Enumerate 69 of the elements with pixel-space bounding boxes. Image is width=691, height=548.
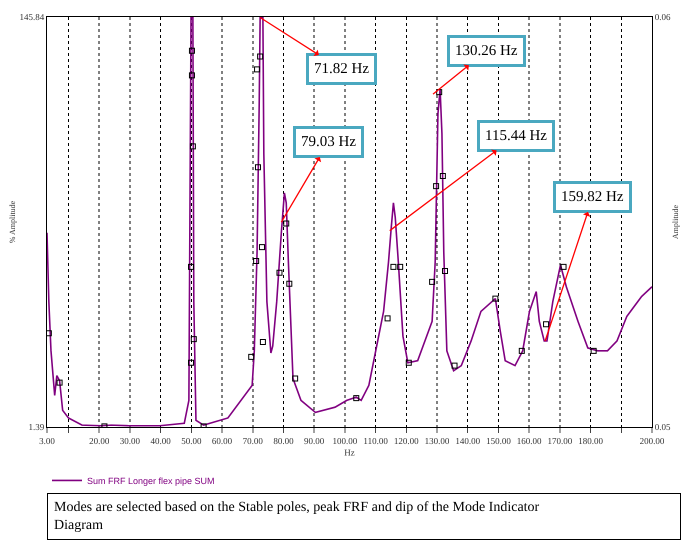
- x-tick-label: 90.00: [304, 436, 325, 446]
- point: [433, 183, 440, 190]
- point: [188, 264, 194, 270]
- annotation: 71.82 Hz: [314, 61, 370, 77]
- point: [254, 164, 261, 170]
- point: [292, 376, 298, 382]
- point: [452, 362, 458, 369]
- x-tick-label: 40.00: [150, 436, 172, 446]
- point: [47, 330, 52, 336]
- x-tick-label: 150.00: [486, 436, 512, 446]
- x-tick-label: 160.00: [516, 436, 542, 446]
- x-tick-label: 110.00: [363, 436, 388, 446]
- y2-tick-label: 0.05: [654, 422, 672, 432]
- point: [190, 143, 196, 150]
- point: [248, 354, 254, 360]
- point: [258, 244, 265, 250]
- point: [543, 321, 550, 328]
- annotation: 130.26 Hz: [455, 43, 518, 59]
- x-tick-label: 60.00: [212, 436, 233, 446]
- y-axis-title: % Amplitude: [8, 200, 18, 244]
- x-tick-label: 180.00: [578, 436, 604, 446]
- y2-axis-title: Amplitude: [671, 204, 680, 240]
- point: [260, 338, 266, 345]
- point: [353, 395, 360, 402]
- point: [560, 264, 567, 270]
- annotation: 159.82 Hz: [561, 189, 624, 205]
- x-tick-label: 50.00: [181, 436, 202, 446]
- point: [276, 270, 282, 276]
- point: [190, 336, 197, 342]
- point: [188, 360, 194, 366]
- point: [188, 48, 195, 54]
- point: [590, 348, 597, 354]
- y-tick-label: 1.39: [28, 422, 45, 432]
- x-tick-label: 80.00: [273, 436, 294, 446]
- annotation: 79.03 Hz: [301, 134, 356, 150]
- legend-label: Sum FRF Longer flex pipe SUM: [87, 476, 215, 486]
- x-axis-title: Hz: [344, 448, 355, 458]
- point: [254, 66, 260, 72]
- point: [440, 172, 446, 179]
- x-tick-label: 120.00: [394, 436, 420, 446]
- point: [436, 89, 442, 96]
- text: Modes are selected based on the Stable poles, peak FRF and dip of the Mode Indicator Diagram: [54, 500, 540, 534]
- point: [406, 360, 412, 366]
- annotation: 115.44 Hz: [485, 128, 548, 144]
- point: [390, 264, 396, 270]
- point: [429, 278, 436, 285]
- point: [384, 315, 391, 322]
- x-tick-label: 200.00: [640, 436, 665, 446]
- x-tick-label: 100.00: [332, 436, 358, 446]
- x-tick-label: 70.00: [242, 436, 264, 446]
- x-tick-label: 30.00: [120, 436, 141, 446]
- x-tick-label: 3.00: [39, 436, 56, 446]
- point: [518, 348, 525, 354]
- line-series: [47, 17, 652, 427]
- point: [257, 54, 264, 60]
- point: [56, 380, 63, 386]
- x-tick-label: 130.00: [424, 436, 450, 446]
- point: [286, 280, 292, 287]
- x-tick-label: 140.00: [455, 436, 481, 446]
- y-tick-label: 145.84: [19, 12, 45, 22]
- point: [283, 220, 290, 226]
- x-tick-label: 170.00: [547, 436, 573, 446]
- point: [188, 72, 195, 78]
- point: [253, 258, 260, 264]
- point: [397, 264, 404, 270]
- y2-tick-label: 0.06: [654, 12, 672, 22]
- point: [492, 296, 498, 302]
- x-tick-label: 20.00: [89, 436, 110, 446]
- point: [442, 268, 448, 274]
